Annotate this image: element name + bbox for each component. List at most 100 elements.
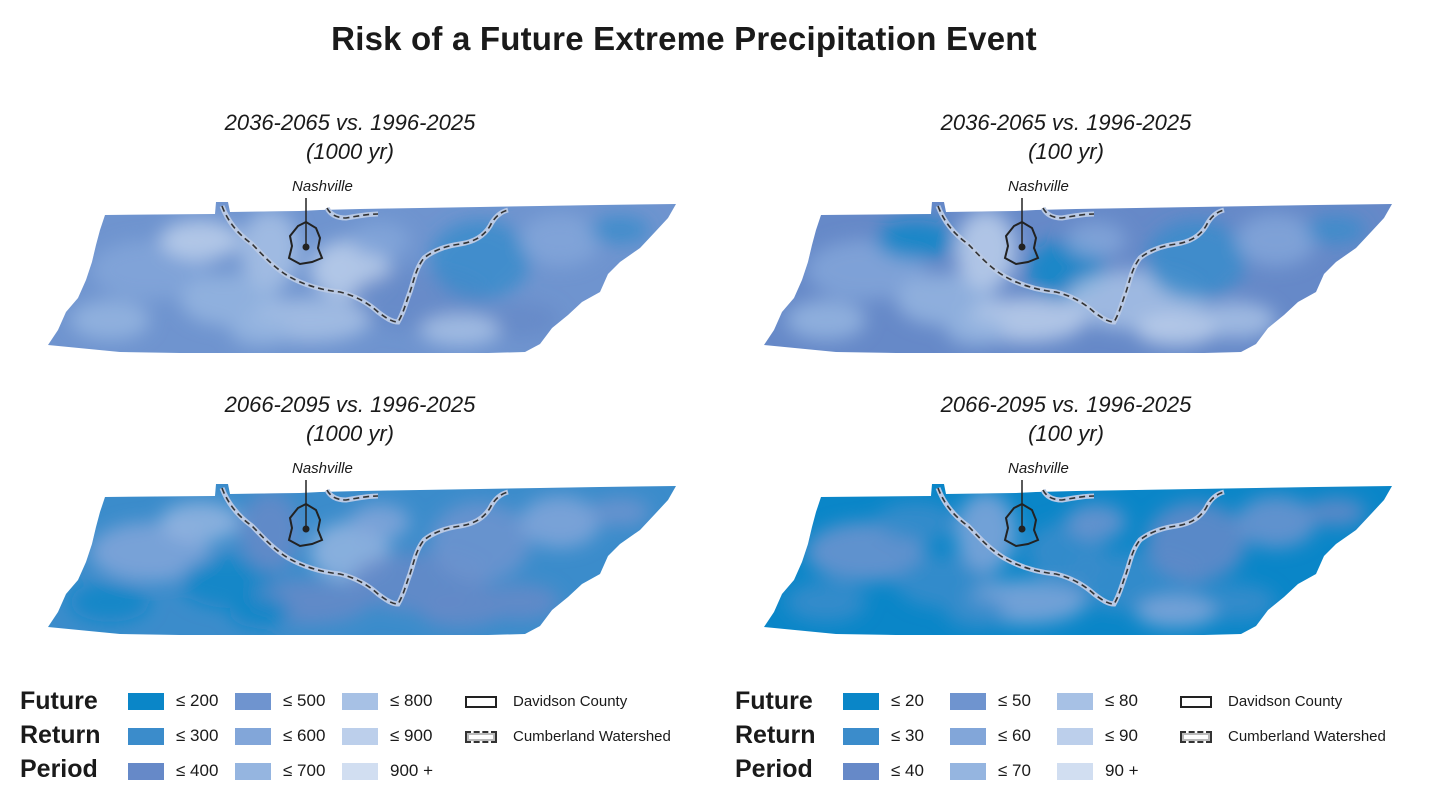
legend-left: Future Return Period ≤ 200 ≤ 300 ≤ 400 ≤ 50… <box>20 684 710 794</box>
return-period-zone <box>1306 498 1366 526</box>
legend-swatch <box>342 727 378 745</box>
legend-swatch <box>1057 692 1093 710</box>
legend-class: ≤ 900 <box>342 726 432 746</box>
panel-period: 2066-2095 vs. 1996-2025 <box>224 392 476 417</box>
county-outline-icon <box>1180 695 1212 708</box>
nashville-marker <box>1018 243 1026 251</box>
watershed-dashed-icon <box>465 730 497 743</box>
legend-swatch <box>950 727 986 745</box>
return-period-zone <box>70 582 150 622</box>
panel-period: 2036-2065 vs. 1996-2025 <box>940 110 1192 135</box>
legend-watershed-key: Cumberland Watershed <box>1180 728 1386 745</box>
legend-class-label: ≤ 300 <box>176 726 219 745</box>
return-period-zone <box>786 582 866 622</box>
return-period-zone <box>430 502 530 582</box>
davidson-county-outline <box>1003 502 1040 548</box>
map-title: Risk of a Future Extreme Precipitation E… <box>331 20 1037 57</box>
legend-class-label: ≤ 200 <box>176 691 219 710</box>
panel-return: (1000 yr) <box>305 139 395 164</box>
return-period-zone <box>160 502 240 542</box>
nashville-label: Nashville <box>1008 460 1069 477</box>
tennessee-map <box>48 480 676 635</box>
map-panel-4: 2066-2095 vs. 1996-2025 (100 yr) Nashvil… <box>716 390 1416 670</box>
map-panel-3: 2066-2095 vs. 1996-2025 (1000 yr) Nashvi… <box>0 390 700 670</box>
legend-swatch <box>1057 762 1093 780</box>
legend-class-label: 90 + <box>1105 761 1139 780</box>
nashville-marker <box>302 243 310 251</box>
cumberland-watershed-boundary <box>326 489 379 501</box>
legend-class: ≤ 90 <box>1057 726 1138 746</box>
return-period-zone <box>956 492 1016 572</box>
cumberland-watershed-boundary <box>326 207 379 219</box>
cumberland-watershed-boundary <box>937 487 1225 605</box>
davidson-county-outline <box>287 502 324 548</box>
legend-class: ≤ 40 <box>843 761 924 781</box>
legend-right: Future Return Period ≤ 20 ≤ 30 ≤ 40 ≤ 50 ≤ 6… <box>735 684 1425 794</box>
return-period-zone <box>520 496 600 548</box>
legend-class-label: ≤ 30 <box>891 726 924 745</box>
legend-class-label: ≤ 60 <box>998 726 1031 745</box>
return-period-zone <box>1136 314 1216 346</box>
return-period-zone <box>1236 214 1316 266</box>
return-period-zone <box>876 502 956 542</box>
legend-class-label: ≤ 900 <box>390 726 433 745</box>
legend-watershed-key: Cumberland Watershed <box>465 728 671 745</box>
nashville-label: Nashville <box>292 460 353 477</box>
legend-class: ≤ 80 <box>1057 691 1138 711</box>
return-period-zone <box>590 216 650 244</box>
legend-class-label: ≤ 500 <box>283 691 326 710</box>
return-period-zone <box>1066 504 1126 540</box>
legend-class-label: ≤ 80 <box>1105 691 1138 710</box>
watershed-dashed-icon <box>1180 730 1212 743</box>
legend-swatch <box>843 692 879 710</box>
legend-class-label: ≤ 700 <box>283 761 326 780</box>
legend-class: 90 + <box>1057 761 1139 781</box>
legend-swatch <box>950 692 986 710</box>
legend-swatch <box>235 692 271 710</box>
cumberland-watershed-boundary <box>221 487 509 605</box>
legend-class: ≤ 700 <box>235 761 325 781</box>
legend-class-label: ≤ 400 <box>176 761 219 780</box>
legend-class: ≤ 400 <box>128 761 218 781</box>
davidson-county-outline <box>1003 220 1040 266</box>
legend-swatch <box>1057 727 1093 745</box>
panel-title: 2066-2095 vs. 1996-2025 (100 yr) <box>716 390 1416 448</box>
legend-class: ≤ 30 <box>843 726 924 746</box>
return-period-zone <box>230 596 290 628</box>
legend-class: ≤ 300 <box>128 726 218 746</box>
return-period-zone <box>1236 496 1316 548</box>
legend-swatch <box>128 727 164 745</box>
cumberland-watershed-boundary <box>1042 207 1095 219</box>
return-period-zone <box>946 314 1006 346</box>
legend-swatch <box>342 692 378 710</box>
legend-class-label: ≤ 70 <box>998 761 1031 780</box>
cumberland-watershed-boundary <box>1042 489 1095 501</box>
panel-title: 2036-2065 vs. 1996-2025 (100 yr) <box>716 108 1416 166</box>
nashville-marker <box>1018 525 1026 533</box>
return-period-zone <box>480 584 560 620</box>
return-period-zone <box>956 210 1016 290</box>
return-period-zone <box>1136 596 1216 628</box>
panel-period: 2036-2065 vs. 1996-2025 <box>224 110 476 135</box>
legend-swatch <box>235 762 271 780</box>
legend-class: ≤ 500 <box>235 691 325 711</box>
return-period-zone <box>1146 220 1246 300</box>
legend-class: ≤ 20 <box>843 691 924 711</box>
return-period-zone <box>240 492 300 572</box>
return-period-zone <box>520 214 600 266</box>
cumberland-watershed-boundary <box>937 205 1225 323</box>
legend-class: ≤ 800 <box>342 691 432 711</box>
return-period-zone <box>1306 216 1366 244</box>
return-period-zone <box>350 504 410 540</box>
legend-class: ≤ 50 <box>950 691 1031 711</box>
panel-title: 2036-2065 vs. 1996-2025 (1000 yr) <box>0 108 700 166</box>
tennessee-map <box>764 198 1392 353</box>
return-period-zone <box>1196 584 1276 620</box>
legend-class: ≤ 70 <box>950 761 1031 781</box>
return-period-zone <box>480 302 560 338</box>
panel-period: 2066-2095 vs. 1996-2025 <box>940 392 1192 417</box>
nashville-label: Nashville <box>1008 178 1069 195</box>
legend-swatch <box>128 762 164 780</box>
return-period-zone <box>786 300 866 340</box>
legend-class-label: 900 + <box>390 761 434 780</box>
